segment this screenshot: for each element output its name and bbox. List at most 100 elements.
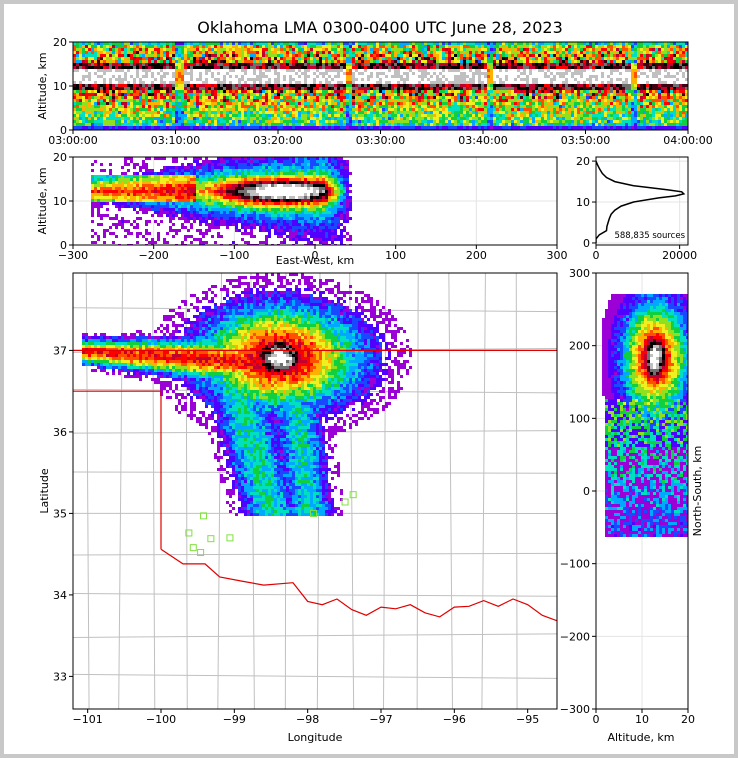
time-altitude-density-cell xyxy=(463,69,466,72)
time-altitude-density-cell xyxy=(490,78,493,81)
time-altitude-density-cell xyxy=(343,78,346,81)
time-altitude-density-cell xyxy=(427,117,430,120)
time-altitude-density-cell xyxy=(427,60,430,63)
time-altitude-density-cell xyxy=(481,72,484,75)
time-altitude-density-cell xyxy=(100,42,103,45)
time-altitude-density-cell xyxy=(271,75,274,78)
time-altitude-density-cell xyxy=(166,108,169,111)
time-altitude-density-cell xyxy=(466,99,469,102)
time-altitude-density-cell xyxy=(142,42,145,45)
time-altitude-density-cell xyxy=(307,66,310,69)
time-altitude-density-cell xyxy=(151,63,154,66)
time-altitude-density-cell xyxy=(559,126,562,129)
time-altitude-density-cell xyxy=(391,57,394,60)
time-altitude-density-cell xyxy=(382,96,385,99)
time-altitude-density-cell xyxy=(289,75,292,78)
time-altitude-density-cell xyxy=(544,126,547,129)
time-altitude-density-cell xyxy=(301,81,304,84)
time-altitude-density-cell xyxy=(154,93,157,96)
time-altitude-density-cell xyxy=(559,42,562,45)
time-altitude-density-cell xyxy=(196,123,199,126)
time-altitude-density-cell xyxy=(97,123,100,126)
time-altitude-density-cell xyxy=(265,87,268,90)
time-altitude-density-cell xyxy=(358,42,361,45)
time-altitude-density-cell xyxy=(331,75,334,78)
time-altitude-density-cell xyxy=(202,102,205,105)
time-altitude-density-cell xyxy=(505,84,508,87)
time-altitude-density-cell xyxy=(109,123,112,126)
time-altitude-density-cell xyxy=(496,126,499,129)
time-altitude-density-cell xyxy=(514,87,517,90)
time-altitude-density-cell xyxy=(151,93,154,96)
time-altitude-density-cell xyxy=(313,51,316,54)
time-altitude-density-cell xyxy=(538,51,541,54)
time-altitude-density-cell xyxy=(256,96,259,99)
time-altitude-density-cell xyxy=(304,78,307,81)
time-altitude-density-cell xyxy=(97,126,100,129)
time-altitude-density-cell xyxy=(85,42,88,45)
time-altitude-density-cell xyxy=(313,120,316,123)
time-altitude-density-cell xyxy=(196,57,199,60)
time-altitude-density-cell xyxy=(412,45,415,48)
time-altitude-density-cell xyxy=(265,75,268,78)
time-altitude-density-cell xyxy=(259,108,262,111)
time-altitude-density-cell xyxy=(115,48,118,51)
time-altitude-density-cell xyxy=(445,45,448,48)
time-altitude-density-cell xyxy=(241,126,244,129)
time-altitude-density-cell xyxy=(145,60,148,63)
time-altitude-density-cell xyxy=(508,111,511,114)
time-altitude-density-cell xyxy=(544,87,547,90)
time-altitude-density-cell xyxy=(295,114,298,117)
time-altitude-density-cell xyxy=(163,57,166,60)
time-altitude-density-cell xyxy=(289,48,292,51)
time-altitude-density-cell xyxy=(451,57,454,60)
time-altitude-density-cell xyxy=(235,102,238,105)
time-altitude-density-cell xyxy=(256,51,259,54)
time-altitude-density-cell xyxy=(370,114,373,117)
time-altitude-density-cell xyxy=(265,120,268,123)
time-altitude-density-cell xyxy=(229,81,232,84)
time-altitude-density-cell xyxy=(463,81,466,84)
time-altitude-density-cell xyxy=(313,54,316,57)
time-altitude-density-cell xyxy=(112,120,115,123)
time-altitude-density-cell xyxy=(331,45,334,48)
time-altitude-density-cell xyxy=(520,105,523,108)
time-altitude-density-cell xyxy=(229,57,232,60)
time-altitude-density-cell xyxy=(388,90,391,93)
time-altitude-density-cell xyxy=(316,54,319,57)
time-altitude-density-cell xyxy=(268,111,271,114)
time-altitude-density-cell xyxy=(418,81,421,84)
time-altitude-density-cell xyxy=(187,114,190,117)
time-altitude-density-cell xyxy=(511,81,514,84)
time-altitude-density-cell xyxy=(79,81,82,84)
time-altitude-density-cell xyxy=(526,102,529,105)
time-altitude-density-cell xyxy=(76,45,79,48)
time-altitude-density-cell xyxy=(457,84,460,87)
time-altitude-density-cell xyxy=(427,81,430,84)
time-altitude-density-cell xyxy=(430,57,433,60)
time-altitude-density-cell xyxy=(472,57,475,60)
time-altitude-density-cell xyxy=(496,84,499,87)
time-altitude-density-cell xyxy=(448,126,451,129)
time-altitude-density-cell xyxy=(226,93,229,96)
time-altitude-density-cell xyxy=(322,120,325,123)
time-altitude-density-cell xyxy=(268,84,271,87)
time-altitude-density-cell xyxy=(238,117,241,120)
time-altitude-density-cell xyxy=(142,102,145,105)
time-altitude-density-cell xyxy=(355,75,358,78)
time-altitude-density-cell xyxy=(121,105,124,108)
time-altitude-density-cell xyxy=(340,45,343,48)
time-altitude-density-cell xyxy=(253,42,256,45)
time-altitude-density-cell xyxy=(349,96,352,99)
time-altitude-density-cell xyxy=(298,87,301,90)
time-altitude-density-cell xyxy=(229,126,232,129)
time-altitude-density-cell xyxy=(310,108,313,111)
time-altitude-density-cell xyxy=(202,117,205,120)
time-altitude-density-cell xyxy=(508,102,511,105)
time-altitude-density-cell xyxy=(427,54,430,57)
time-altitude-density-cell xyxy=(445,102,448,105)
time-altitude-density-cell xyxy=(346,72,349,75)
time-altitude-density-cell xyxy=(139,78,142,81)
time-altitude-density-cell xyxy=(442,111,445,114)
time-altitude-density-cell xyxy=(511,54,514,57)
